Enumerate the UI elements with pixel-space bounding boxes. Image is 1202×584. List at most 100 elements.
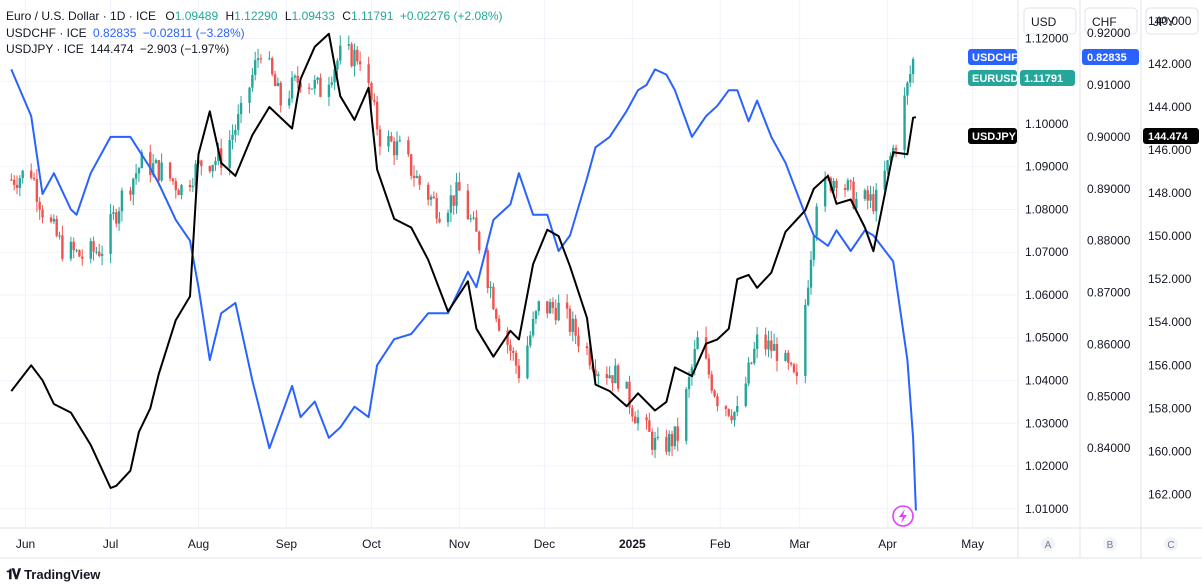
lightning-icon[interactable] (892, 505, 914, 527)
eurusd-candle-170 (685, 386, 688, 445)
eurusd-candle-29 (120, 187, 124, 222)
eurusd-candle-188 (753, 341, 756, 366)
usdchf-price-text: 0.82835 (1087, 52, 1127, 64)
eurusd-candle-22 (95, 246, 98, 255)
legend-usdchf-last: 0.82835 (93, 25, 137, 40)
eurusd-candle-8 (38, 197, 41, 220)
eurusd-candle-100 (407, 136, 410, 157)
eurusd-candle-78 (316, 76, 319, 85)
price-labels: USDCHF 0.82835 EURUSD 1.11791 USDJPY 144… (968, 49, 1199, 144)
eurusd-candle-21 (92, 236, 95, 261)
month-tick-7: 2025 (619, 537, 646, 551)
eurusd-candle-135 (546, 301, 549, 319)
eurusd-candle-59 (239, 96, 243, 124)
eurusd-candle-160 (645, 414, 648, 430)
usdchf-price-tag (1082, 49, 1139, 65)
month-tick-0: Jun (16, 537, 35, 551)
eurusd-candle-190 (764, 327, 767, 356)
eurusd-candle-217 (869, 185, 872, 209)
usd-ticks: 1.120001.110001.100001.090001.080001.070… (1025, 31, 1069, 515)
eurusd-candle-150 (605, 366, 609, 385)
eurusd-candle-82 (333, 66, 336, 91)
month-tick-4: Oct (362, 537, 381, 551)
usdjpy-name-tag (968, 128, 1017, 144)
eurusd-candle-124 (497, 315, 501, 332)
eurusd-candle-101 (409, 153, 413, 180)
eurusd-candle-138 (554, 299, 557, 325)
legend-low-value: 1.09433 (291, 9, 335, 23)
eurusd-candle-131 (529, 330, 532, 348)
eurusd-candle-192 (770, 331, 773, 359)
legend-high-value: 1.12290 (234, 9, 278, 23)
eurusd-candle-155 (625, 381, 628, 389)
legend-eurusd[interactable]: Euro / U.S. Dollar · 1D · ICE O1.09489 H… (6, 8, 503, 25)
jpy-scale-letter: C (1167, 540, 1174, 551)
usd-tick-6: 1.06000 (1025, 288, 1069, 302)
eurusd-candle-224 (894, 144, 898, 158)
usd-tick-2: 1.10000 (1025, 117, 1069, 131)
eurusd-candle-228 (911, 57, 915, 84)
eurusd-price-tag (1020, 70, 1075, 86)
eurusd-candle-13 (58, 231, 61, 240)
eurusd-candle-221 (886, 159, 889, 175)
jpy-axis-header-box[interactable] (1145, 7, 1199, 35)
eurusd-candle-186 (747, 356, 750, 387)
eurusd-candle-41 (171, 177, 175, 185)
usdchf-line (10, 68, 917, 511)
eurusd-candle-139 (557, 294, 560, 322)
eurusd-candle-58 (236, 104, 240, 136)
eurusd-candle-50 (208, 165, 212, 174)
jpy-tick-2: 144.000 (1148, 100, 1192, 114)
eurusd-candle-111 (449, 185, 453, 223)
legend-open-value: 1.09489 (174, 9, 219, 23)
legend-high-label: H (225, 9, 235, 23)
chf-ticks: 0.84000 0.85000 0.86000 0.87000 0.88000 0.890… (1087, 26, 1131, 455)
eurusd-candle-14 (61, 225, 64, 262)
eurusd-candle-97 (392, 137, 396, 166)
month-tick-2: Aug (188, 537, 209, 551)
tradingview-brand[interactable]: 𝟏𝐕 TradingView (6, 566, 100, 583)
usd-axis-header: USD (1031, 15, 1057, 29)
usd-scale-auto-button[interactable] (1041, 537, 1055, 551)
usd-tick-3: 1.09000 (1025, 160, 1069, 174)
eurusd-candle-191 (767, 330, 770, 358)
eurusd-candle-28 (117, 207, 121, 231)
eurusd-candle-119 (478, 230, 481, 254)
month-tick-11: May (961, 537, 984, 551)
legend-eurusd-change: +0.02276 (+2.08%) (399, 9, 503, 23)
eurusd-candle-69 (279, 80, 282, 113)
eurusd-candle-226 (906, 81, 909, 105)
eurusd-candle-68 (276, 77, 280, 87)
chf-axis-header-box[interactable] (1084, 7, 1138, 35)
jpy-scale-auto-button[interactable] (1164, 537, 1178, 551)
eurusd-candle-141 (568, 305, 572, 337)
eurusd-candle-140 (565, 294, 569, 319)
month-tick-1: Jul (103, 537, 118, 551)
eurusd-candle-176 (707, 353, 711, 379)
legend-usdjpy[interactable]: USDJPY · ICE 144.474 −2.903 (−1.97%) (6, 41, 503, 58)
eurusd-candle-123 (495, 307, 498, 323)
eurusd-candle-31 (132, 177, 135, 206)
eurusd-candle-136 (548, 298, 552, 314)
eurusd-candle-181 (727, 408, 730, 418)
eurusd-candle-151 (608, 366, 611, 380)
chf-scale-auto-button[interactable] (1103, 537, 1117, 551)
legend-eurusd-name: Euro / U.S. Dollar · 1D · ICE (6, 9, 157, 23)
eurusd-candle-51 (211, 164, 214, 178)
usd-axis-header-box[interactable] (1023, 7, 1077, 35)
legend-usdchf[interactable]: USDCHF · ICE 0.82835 −0.02811 (−3.28%) (6, 25, 503, 42)
eurusd-candle-199 (795, 363, 799, 385)
eurusd-candle-220 (883, 160, 886, 192)
eurusd-candle-93 (375, 95, 379, 136)
eurusd-candle-180 (724, 405, 728, 417)
eurusd-candle-177 (710, 370, 713, 394)
eurusd-candle-145 (585, 342, 589, 355)
usd-tick-8: 1.04000 (1025, 374, 1069, 388)
eurusd-candle-18 (78, 249, 81, 258)
eurusd-candle-88 (356, 46, 359, 65)
eurusd-candle-164 (656, 427, 660, 441)
eurusd-candle-60 (248, 86, 251, 114)
eurusd-candle-149 (597, 371, 600, 387)
eurusd-candle-133 (534, 310, 538, 324)
